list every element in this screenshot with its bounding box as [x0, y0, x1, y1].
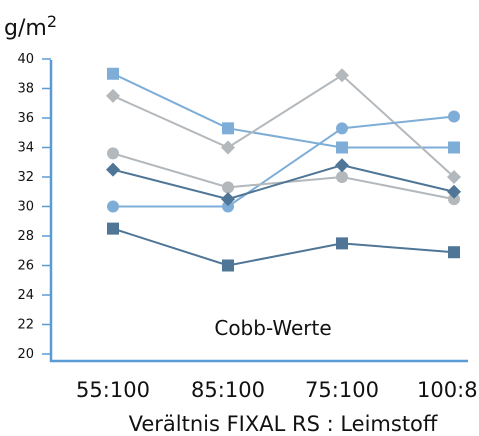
circle-marker	[336, 171, 348, 183]
series-line	[113, 115, 455, 208]
y-tick-label: 22	[17, 318, 34, 333]
circle-marker	[222, 200, 234, 213]
series-line	[112, 72, 454, 149]
diamond-marker	[106, 162, 120, 177]
y-tick-label: 36	[17, 111, 34, 126]
y-tick-label: 34	[17, 141, 34, 156]
y-tick-label: 40	[17, 52, 34, 67]
circle-marker	[107, 147, 119, 160]
square-marker	[222, 122, 234, 135]
diamond-marker	[335, 158, 349, 173]
y-tick-label: 28	[17, 229, 34, 244]
circle-marker	[336, 122, 348, 135]
diamond-marker	[221, 192, 235, 207]
series-3	[107, 110, 460, 213]
square-marker	[448, 141, 460, 154]
series-6	[107, 222, 460, 272]
series-line	[112, 164, 455, 201]
x-tick-label: 75:100	[305, 378, 379, 402]
y-axis-label-superscript: 2	[47, 12, 57, 31]
square-marker	[107, 222, 119, 235]
diamond-marker	[106, 88, 120, 103]
y-tick-label: 32	[17, 170, 34, 185]
series-4	[107, 147, 460, 206]
square-marker	[336, 141, 348, 154]
y-tick-label: 24	[17, 288, 34, 303]
x-tick-label: 55:100	[76, 378, 150, 402]
circle-marker	[448, 193, 460, 206]
diamond-marker	[335, 68, 349, 83]
diamond-marker	[221, 140, 235, 155]
circle-marker	[222, 181, 234, 194]
y-tick-label: 30	[17, 200, 34, 215]
diamond-marker	[447, 170, 461, 184]
series-line	[112, 227, 455, 267]
y-ticks: 20 22 24 26 28 30 32 34 36 38 40	[17, 52, 51, 362]
series-2	[106, 68, 461, 184]
series-5	[106, 158, 461, 207]
square-marker	[336, 237, 348, 250]
y-axis-label: g/m2	[4, 12, 57, 41]
circle-marker	[448, 110, 460, 123]
y-tick-label: 26	[17, 259, 34, 274]
diamond-marker	[447, 184, 461, 199]
x-tick-label: 100:85	[417, 378, 479, 402]
y-tick-label: 20	[17, 347, 34, 362]
x-tick-label: 85:100	[191, 378, 265, 402]
series-group	[106, 67, 461, 272]
square-marker	[107, 67, 119, 80]
x-axis-label: Verältnis FIXAL RS : Leimstoff	[129, 412, 438, 436]
axes	[49, 60, 468, 363]
x-ticks: 55:100 85:100 75:100 100:85	[76, 378, 479, 402]
chart-annotation: Cobb-Werte	[214, 316, 331, 340]
circle-marker	[107, 200, 119, 213]
y-tick-label: 38	[17, 82, 34, 97]
square-marker	[222, 259, 234, 272]
square-marker	[448, 246, 460, 259]
series-line	[112, 152, 455, 201]
series-1	[107, 67, 460, 154]
series-line	[112, 73, 455, 178]
